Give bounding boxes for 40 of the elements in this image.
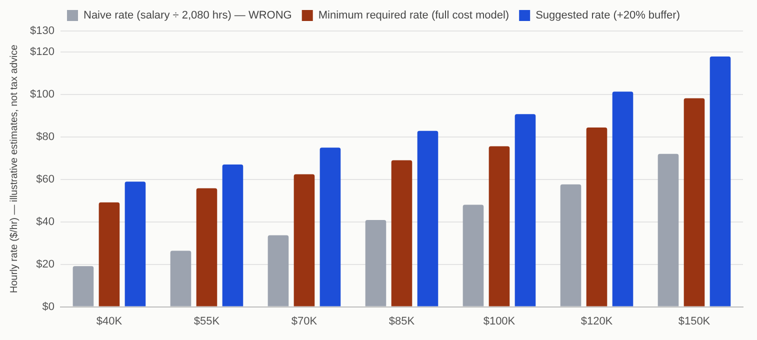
bar <box>514 114 536 306</box>
bar <box>268 235 289 306</box>
bar <box>488 146 510 306</box>
x-tick-label: $85K <box>388 315 416 328</box>
y-tick-label: $80 <box>36 131 54 144</box>
legend-label: Naive rate (salary ÷ 2,080 hrs) — WRONG <box>83 10 292 22</box>
bar <box>294 174 315 306</box>
y-tick-label: $0 <box>42 300 54 313</box>
bar <box>417 130 438 306</box>
bar <box>170 250 192 306</box>
bar <box>462 204 484 306</box>
y-tick-label: $120 <box>30 46 54 58</box>
x-tick-label: $120K <box>580 315 614 328</box>
y-tick-label: $60 <box>36 174 54 186</box>
bar <box>710 56 731 306</box>
y-tick-label: $130 <box>30 25 54 38</box>
x-tick-label: $70K <box>291 315 318 328</box>
x-tick-label: $40K <box>96 315 123 328</box>
bar <box>560 184 582 306</box>
x-tick-label: $100K <box>483 315 516 328</box>
bar <box>684 98 705 306</box>
bar <box>222 164 244 306</box>
legend-label: Minimum required rate (full cost model) <box>318 10 510 22</box>
bar <box>124 182 146 306</box>
x-tick-label: $55K <box>194 315 220 328</box>
bar <box>196 188 218 306</box>
bar <box>98 202 120 306</box>
bar <box>586 128 608 306</box>
bar <box>391 160 412 306</box>
legend-label: Suggested rate (+20% buffer) <box>536 10 680 22</box>
y-tick-label: $100 <box>30 88 54 101</box>
y-tick-label: $40 <box>36 216 54 228</box>
bar <box>72 266 94 306</box>
x-tick-label: $150K <box>678 315 711 328</box>
y-axis-title: Hourly rate ($/hr) — illustrative estimates, not tax advice <box>8 44 20 294</box>
bar <box>658 154 679 306</box>
y-tick-label: $20 <box>36 258 54 270</box>
bar <box>365 220 386 306</box>
bar <box>320 148 341 306</box>
bar <box>612 92 634 306</box>
